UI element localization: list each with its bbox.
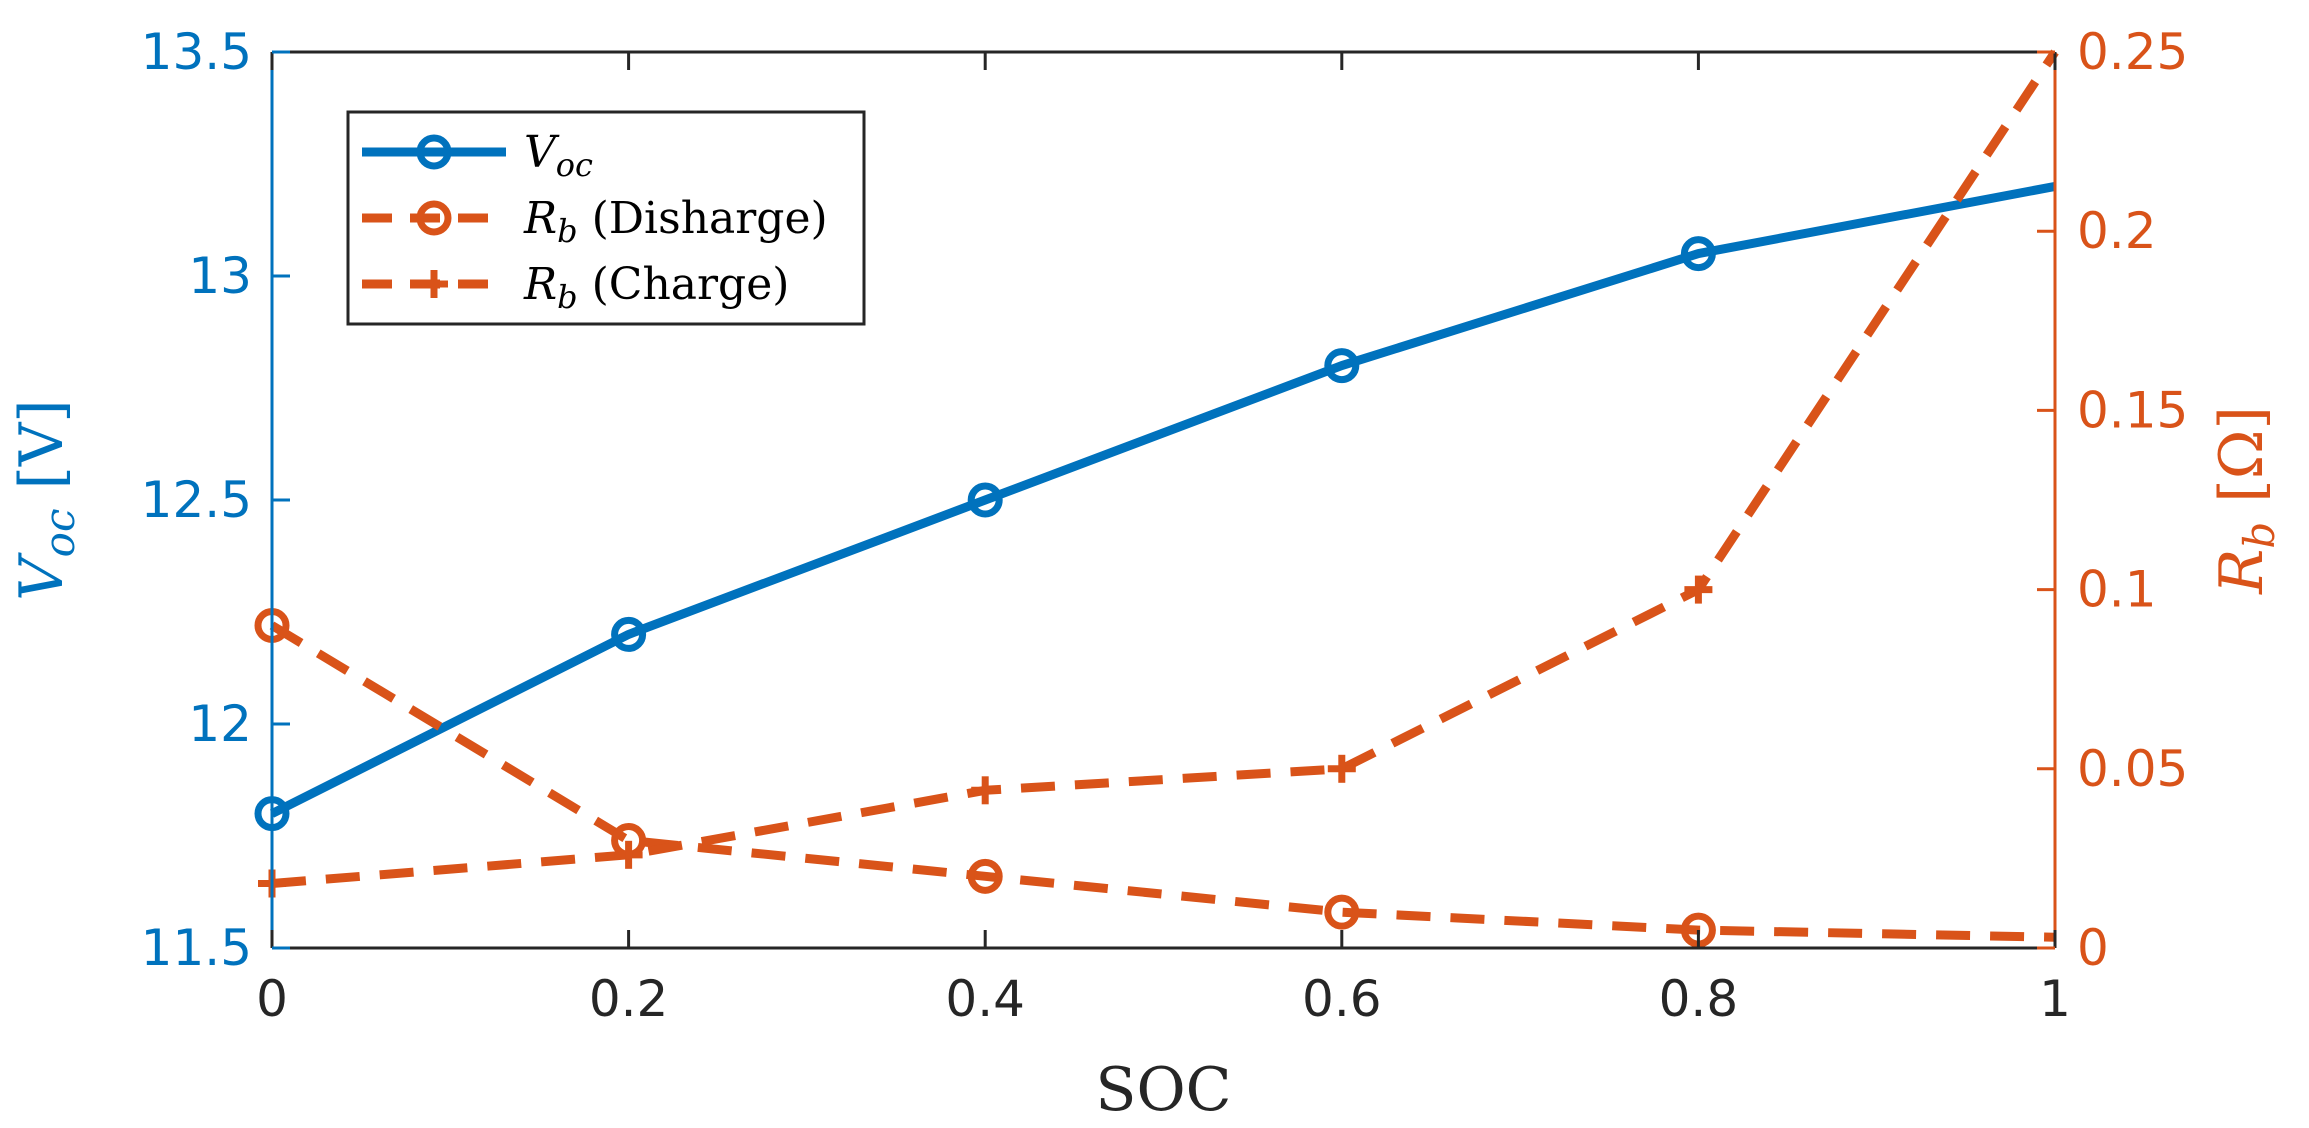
left-y-axis-label-unit: [V] (7, 399, 77, 508)
right-y-tick-label: 0.05 (2077, 740, 2188, 798)
legend-swatch-marker (416, 200, 452, 236)
right-y-tick-label: 0.1 (2077, 561, 2157, 619)
legend-label-main: R (523, 193, 557, 244)
left-y-tick-label: 12.5 (141, 471, 252, 529)
left-y-axis-label-sub: oc (35, 509, 84, 558)
legend-label-sub: b (557, 212, 577, 250)
right-y-tick-label: 0.2 (2077, 202, 2157, 260)
axes-layer: 0 0.2 0.4 0.6 0.8 1 11.5 12 12.5 13 13.5 0 0.05 0.1 0.… (7, 23, 2284, 1125)
series-2-line (271, 49, 2059, 888)
left-y-tick-label: 11.5 (141, 919, 252, 977)
legend-item: Rb (Disharge) (362, 193, 828, 250)
left-y-axis-label-main: V (7, 552, 77, 601)
left-y-tick-label: 12 (188, 695, 252, 753)
series-layer (254, 49, 2059, 948)
legend-item: Voc (362, 127, 593, 184)
series-0-line (269, 181, 2056, 818)
series-1-line (269, 621, 2056, 942)
x-tick-label: 0.8 (1659, 970, 1739, 1028)
series-1-point (1324, 894, 1360, 930)
series-0-point (611, 616, 647, 652)
series-0-point (1680, 236, 1716, 272)
legend-label: Rb (Disharge) (523, 193, 828, 250)
x-tick-label: 0.6 (1302, 970, 1382, 1028)
left-y-tick-label: 13.5 (141, 23, 252, 81)
series-0-point (1324, 348, 1360, 384)
right-y-axis-label-main: R (2207, 549, 2277, 595)
legend-swatch-marker (420, 270, 448, 298)
legend-label-sub: oc (556, 146, 593, 184)
legend-label-suffix: (Disharge) (578, 193, 828, 244)
right-y-axis-label: Rb [Ω] (2207, 406, 2284, 595)
legend-item: Rb (Charge) (362, 259, 789, 316)
series-1-point (967, 858, 1003, 894)
legend-swatch-marker (416, 134, 452, 170)
x-axis-label: SOC (1095, 1055, 1231, 1125)
legend-label-sub: b (557, 278, 577, 316)
legend-label-main: V (524, 127, 560, 178)
right-y-axis-label-unit: [Ω] (2207, 406, 2277, 522)
x-tick-label: 0 (256, 970, 288, 1028)
legend-label: Rb (Charge) (523, 259, 789, 316)
left-y-tick-label: 13 (188, 247, 252, 305)
series-2-point (614, 840, 643, 869)
series-0-point (967, 482, 1003, 518)
x-tick-label: 1 (2039, 970, 2071, 1028)
series-1 (254, 607, 2056, 948)
x-tick-label: 0.4 (945, 970, 1025, 1028)
right-y-axis-label-sub: b (2235, 522, 2284, 549)
legend-label-suffix: (Charge) (578, 259, 790, 310)
series-2-point (971, 776, 1000, 805)
legend-label-main: R (523, 259, 557, 310)
series-2-point (1684, 575, 1713, 604)
right-y-tick-label: 0 (2077, 919, 2109, 977)
legend-label: Voc (524, 127, 593, 184)
x-tick-label: 0.2 (589, 970, 669, 1028)
series-2-point (1327, 754, 1356, 783)
left-y-axis-label: Voc [V] (7, 399, 84, 600)
right-y-tick-label: 0.25 (2077, 23, 2188, 81)
right-y-tick-label: 0.15 (2077, 381, 2188, 439)
